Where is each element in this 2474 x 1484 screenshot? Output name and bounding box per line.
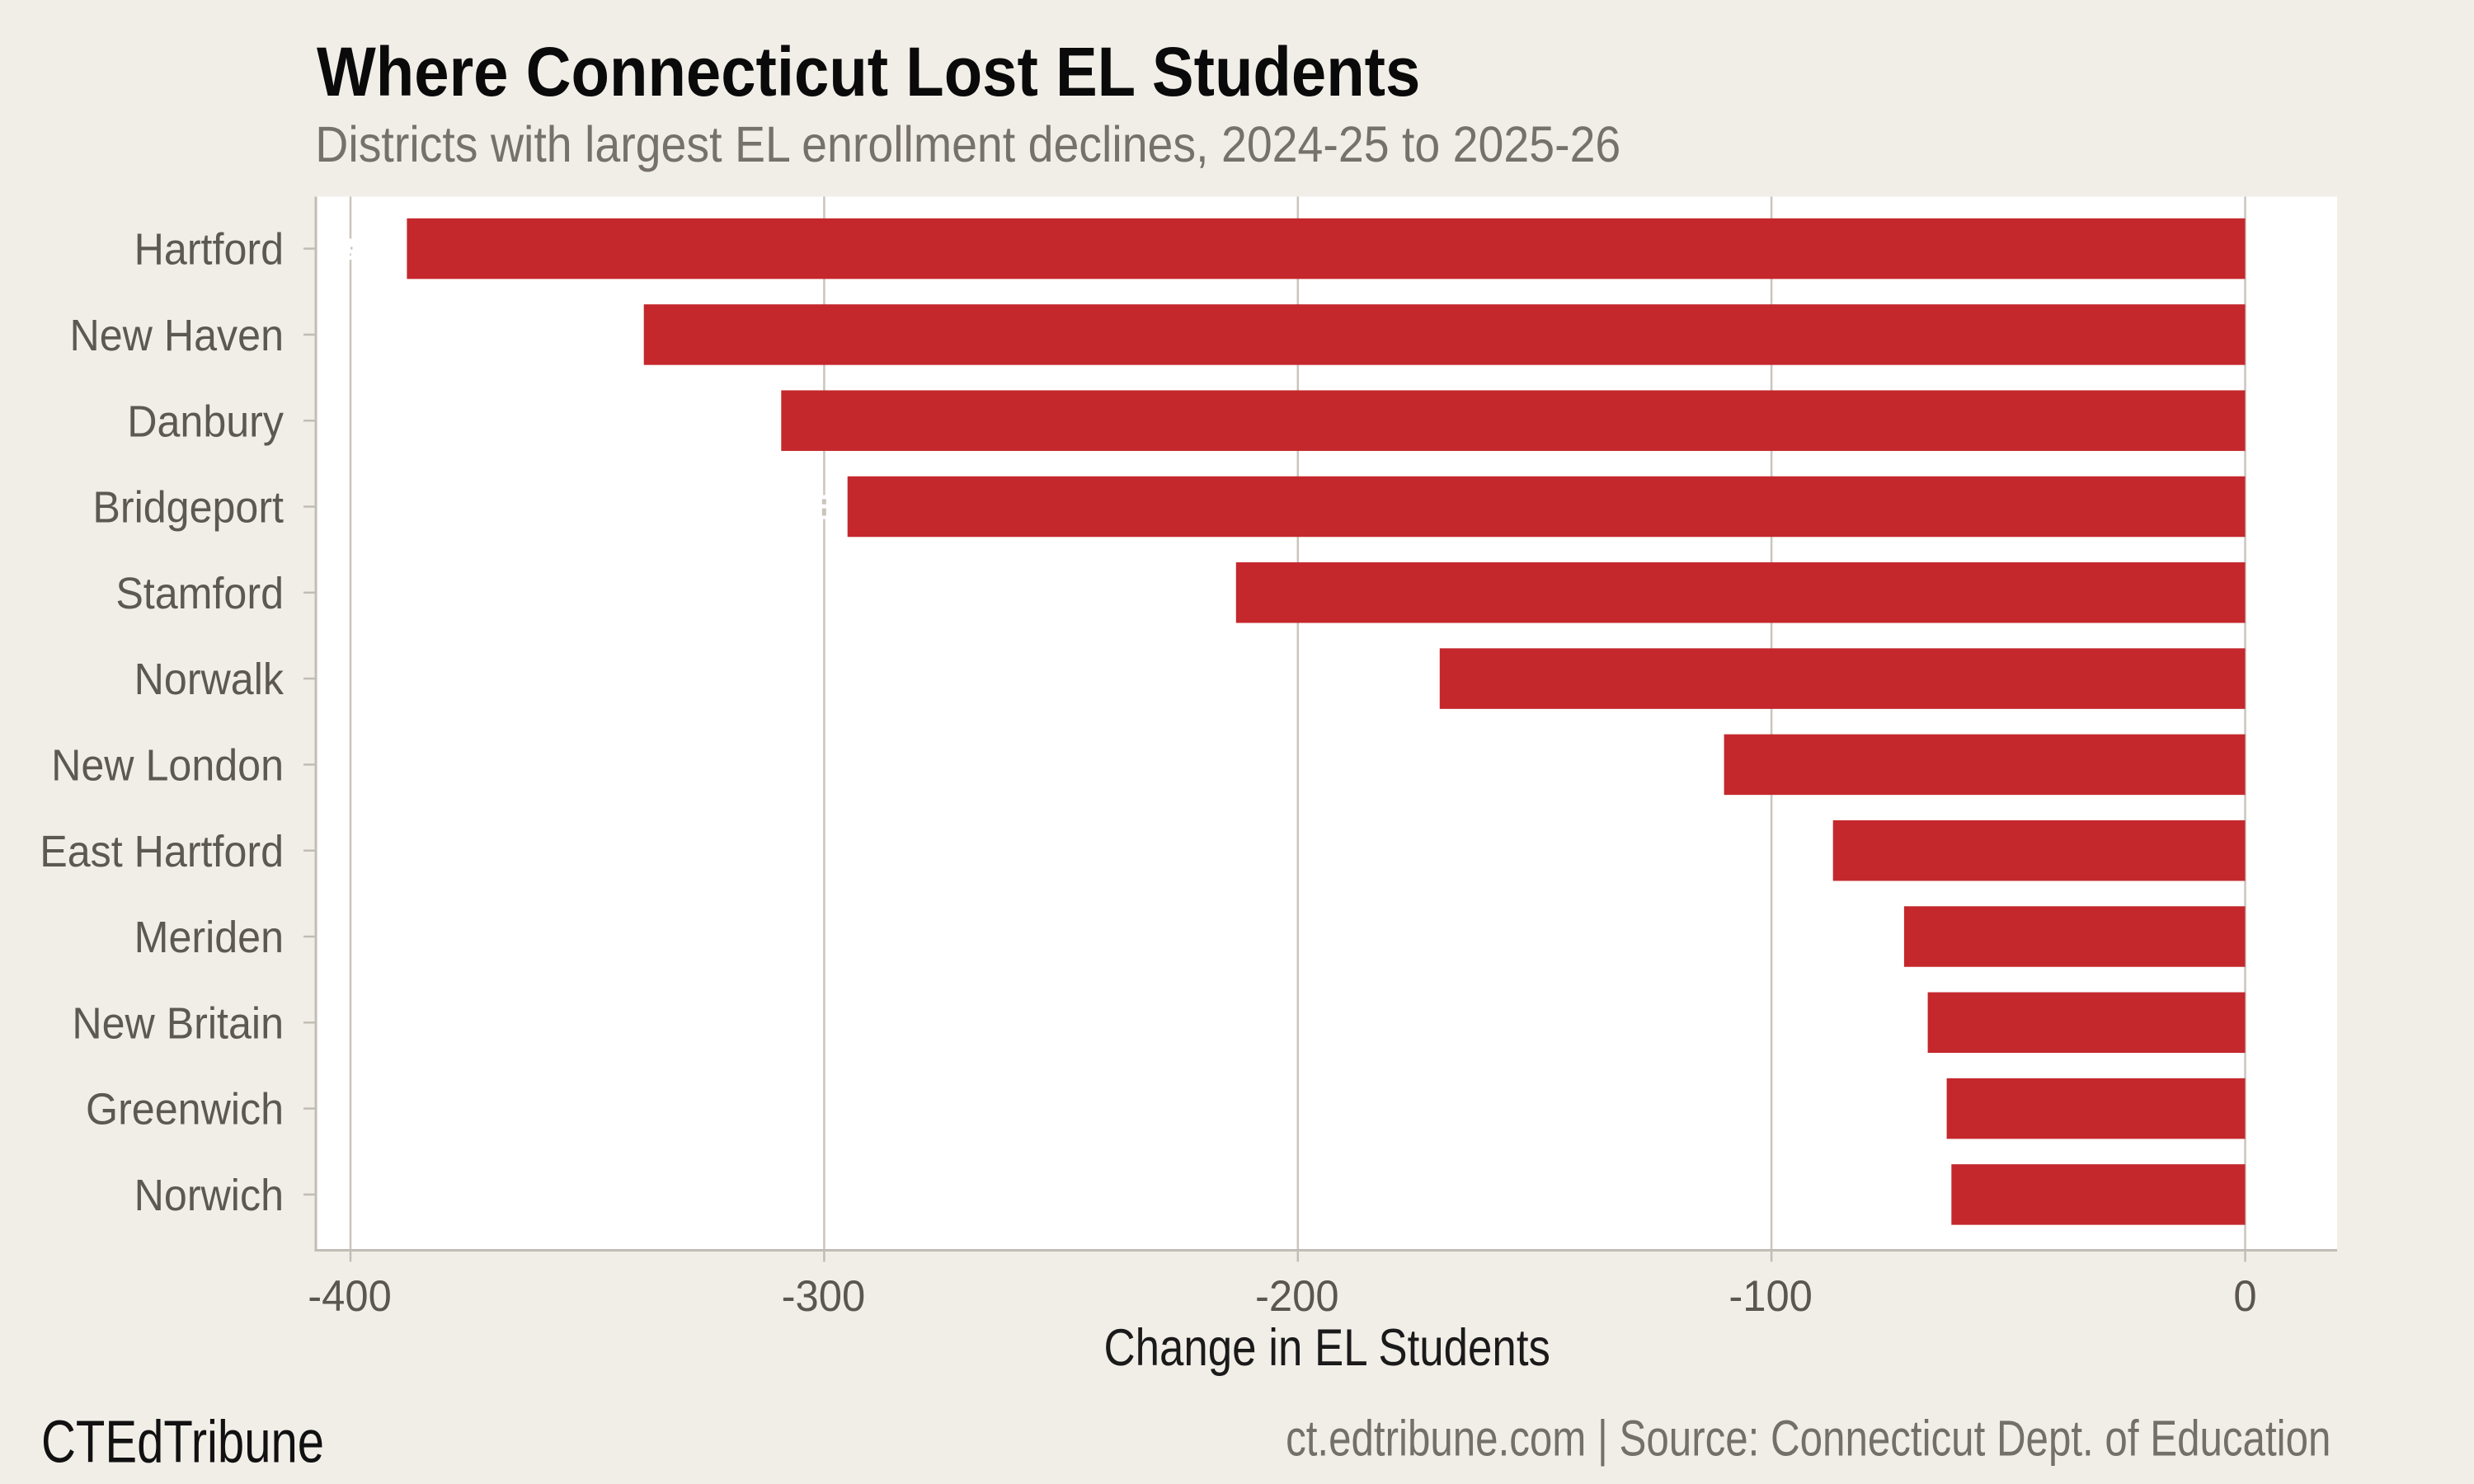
svg-text:Greenwich: Greenwich (86, 1085, 284, 1134)
svg-text:New Haven: New Haven (70, 311, 284, 360)
svg-text:Hartford: Hartford (134, 225, 284, 275)
svg-text:-400: -400 (308, 1271, 392, 1320)
svg-text:Norwalk: Norwalk (134, 655, 285, 705)
svg-text:East Hartford: East Hartford (40, 827, 284, 876)
svg-text:New Britain: New Britain (72, 999, 284, 1049)
svg-text:Districts with largest EL enro: Districts with largest EL enrollment dec… (315, 116, 1620, 172)
svg-text:0: 0 (2233, 1271, 2256, 1320)
svg-text:Change in EL Students: Change in EL Students (1103, 1319, 1550, 1377)
svg-text:Norwich: Norwich (134, 1171, 284, 1220)
svg-text:-200: -200 (1255, 1271, 1339, 1320)
svg-text:ct.edtribune.com | Source: Con: ct.edtribune.com | Source: Connecticut D… (1286, 1411, 2331, 1467)
svg-text:Where Connecticut Lost EL Stud: Where Connecticut Lost EL Students (317, 32, 1420, 110)
svg-text:New London: New London (51, 741, 284, 791)
svg-text:Stamford: Stamford (115, 569, 284, 618)
svg-text:Bridgeport: Bridgeport (92, 483, 284, 533)
svg-text:Danbury: Danbury (127, 397, 284, 447)
svg-text:Meriden: Meriden (134, 913, 284, 962)
svg-text:-100: -100 (1729, 1271, 1813, 1320)
svg-text:CTEdTribune: CTEdTribune (41, 1409, 324, 1475)
svg-text:-300: -300 (782, 1271, 866, 1320)
